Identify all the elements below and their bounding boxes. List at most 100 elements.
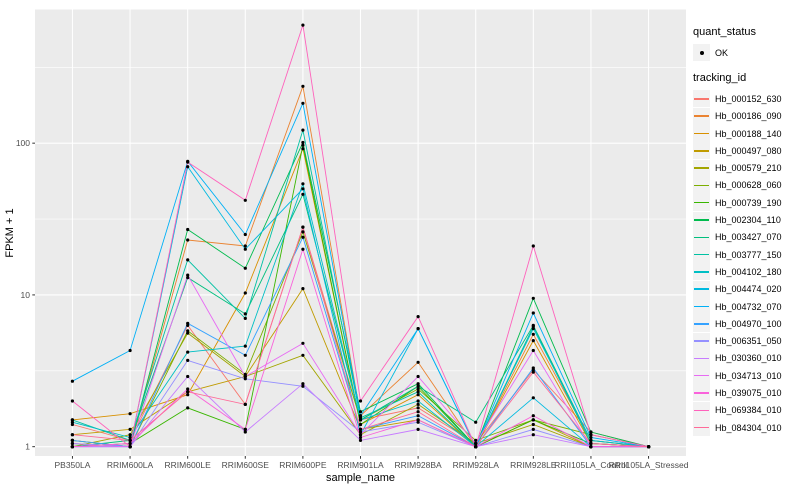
series-color-key bbox=[693, 211, 710, 229]
data-point bbox=[243, 312, 247, 316]
legend-item-label: Hb_004732_070 bbox=[715, 301, 782, 312]
data-point bbox=[243, 377, 247, 381]
legend-item-Hb_003427_070: Hb_003427_070 bbox=[693, 228, 799, 246]
data-point bbox=[531, 422, 535, 427]
series-color-key bbox=[693, 315, 710, 333]
series-line-icon bbox=[694, 253, 709, 256]
data-point bbox=[301, 187, 305, 191]
x-tick-label: PB350LA bbox=[54, 460, 90, 470]
data-point bbox=[186, 406, 190, 410]
series-color-key bbox=[693, 419, 710, 437]
data-point bbox=[186, 160, 190, 164]
data-point bbox=[358, 399, 363, 403]
legend-item-label: Hb_000579_210 bbox=[715, 163, 782, 174]
x-tick-label: RRII105LA_Stressed bbox=[609, 460, 689, 470]
legend-item-Hb_003777_150: Hb_003777_150 bbox=[693, 246, 799, 264]
point-marker-icon bbox=[699, 50, 704, 55]
legend-item-label: Hb_004102_180 bbox=[715, 266, 782, 277]
data-point bbox=[243, 232, 247, 237]
y-tick-label: 1 bbox=[25, 442, 30, 452]
data-point bbox=[416, 390, 420, 394]
series-line-icon bbox=[694, 357, 709, 360]
data-point bbox=[301, 341, 305, 345]
data-point bbox=[243, 402, 247, 406]
data-point bbox=[186, 387, 190, 391]
legend-item-ok: OK bbox=[693, 44, 799, 62]
x-tick-label: RRII105LA_Control bbox=[554, 460, 628, 470]
legend-item-label: Hb_069384_010 bbox=[715, 405, 782, 416]
data-point bbox=[416, 427, 420, 431]
data-point bbox=[243, 266, 247, 270]
data-point bbox=[301, 182, 305, 186]
legend-item-Hb_006351_050: Hb_006351_050 bbox=[693, 332, 799, 350]
data-point bbox=[358, 435, 363, 440]
series-line-icon bbox=[694, 167, 709, 169]
data-point bbox=[301, 235, 305, 239]
legend-item-Hb_004970_100: Hb_004970_100 bbox=[693, 315, 799, 333]
data-point bbox=[243, 291, 247, 295]
legend-item-label: Hb_003777_150 bbox=[715, 249, 782, 260]
legend-item-ok-label: OK bbox=[715, 47, 729, 58]
legend-item-label: Hb_000152_630 bbox=[715, 93, 782, 104]
data-point bbox=[474, 445, 478, 449]
legend-item-label: Hb_000497_080 bbox=[715, 145, 782, 156]
data-point bbox=[301, 147, 305, 151]
data-point bbox=[301, 128, 305, 132]
data-point bbox=[128, 348, 132, 353]
x-tick-label: RRIM901LA bbox=[337, 460, 384, 470]
data-point bbox=[589, 430, 593, 434]
data-point bbox=[301, 382, 305, 386]
data-point bbox=[416, 382, 420, 386]
data-point bbox=[358, 410, 363, 414]
data-point bbox=[416, 393, 420, 397]
data-point bbox=[531, 324, 535, 328]
data-point bbox=[531, 339, 535, 343]
legend-item-label: Hb_000739_190 bbox=[715, 197, 782, 208]
data-point bbox=[416, 360, 420, 364]
data-point bbox=[589, 438, 593, 442]
data-point bbox=[186, 273, 190, 277]
series-line-icon bbox=[694, 392, 709, 394]
series-color-key bbox=[693, 384, 710, 402]
legend-item-Hb_000186_090: Hb_000186_090 bbox=[693, 107, 799, 125]
data-point bbox=[70, 438, 74, 442]
series-line-icon bbox=[694, 132, 709, 135]
data-point bbox=[70, 445, 74, 449]
data-point bbox=[301, 225, 305, 229]
series-color-key bbox=[693, 142, 710, 160]
series-color-key bbox=[693, 298, 710, 315]
series-color-key bbox=[693, 159, 710, 177]
data-point bbox=[186, 390, 190, 394]
legend-item-Hb_069384_010: Hb_069384_010 bbox=[693, 401, 799, 419]
data-point bbox=[243, 316, 247, 320]
data-point bbox=[416, 315, 420, 319]
data-point bbox=[358, 438, 363, 442]
data-point bbox=[128, 445, 132, 449]
data-point bbox=[589, 441, 593, 446]
legend-item-Hb_004474_020: Hb_004474_020 bbox=[693, 280, 799, 298]
legend-item-label: Hb_000186_090 bbox=[715, 111, 782, 122]
data-point bbox=[70, 441, 74, 446]
series-line-icon bbox=[694, 150, 709, 152]
data-point bbox=[301, 192, 305, 196]
series-line-icon bbox=[694, 236, 709, 239]
data-point bbox=[474, 420, 478, 424]
data-point bbox=[358, 418, 363, 422]
data-point bbox=[186, 276, 190, 280]
legend-tracking-items: Hb_000152_630 Hb_000186_090 Hb_000188_140 H… bbox=[693, 90, 799, 437]
data-point bbox=[531, 427, 535, 431]
legend-item-Hb_004102_180: Hb_004102_180 bbox=[693, 263, 799, 281]
series-color-key bbox=[693, 349, 710, 367]
series-line-icon bbox=[694, 426, 709, 429]
y-axis-title: FPKM + 1 bbox=[4, 208, 16, 257]
data-point bbox=[186, 165, 190, 169]
series-color-key bbox=[693, 90, 710, 108]
data-point bbox=[531, 433, 535, 437]
legend-title-quant-status: quant_status bbox=[693, 26, 756, 38]
y-tick-label: 10 bbox=[21, 290, 31, 300]
series-color-key bbox=[693, 367, 710, 385]
data-point bbox=[416, 374, 420, 379]
legend-item-Hb_002304_110: Hb_002304_110 bbox=[693, 211, 799, 229]
